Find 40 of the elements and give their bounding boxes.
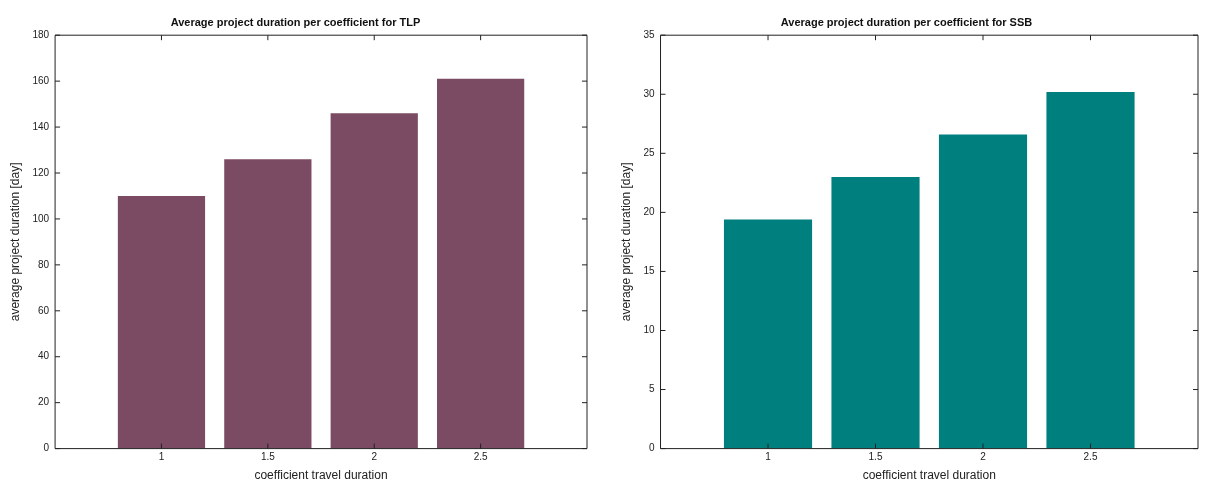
bar — [831, 176, 920, 449]
y-tick-label: 5 — [648, 383, 655, 395]
chart-title: Average project duration per coefficient for SSB — [780, 15, 1033, 28]
bar — [437, 78, 525, 449]
y-tick-label: 160 — [32, 74, 50, 86]
y-tick-label: 0 — [43, 442, 50, 454]
y-tick-label: 60 — [37, 304, 50, 316]
x-tick-label: 2.5 — [473, 451, 488, 463]
y-tick-label: 40 — [37, 350, 50, 362]
x-tick-label: 1 — [765, 451, 772, 463]
x-axis-title: coefficient travel duration — [254, 468, 388, 483]
y-tick-label: 35 — [643, 28, 655, 40]
y-tick-label: 20 — [37, 396, 50, 408]
y-tick-label: 120 — [32, 166, 50, 178]
y-tick-label: 100 — [32, 212, 50, 224]
y-tick-label: 80 — [37, 258, 50, 270]
bar — [117, 195, 206, 449]
y-tick-label: 25 — [643, 147, 655, 159]
bar — [723, 219, 813, 449]
y-axis-title: average project duration [day] — [618, 162, 633, 322]
bar — [938, 134, 1028, 449]
x-tick-label: 1.5 — [260, 451, 276, 463]
x-tick-label: 1.5 — [868, 451, 883, 463]
y-tick-label: 30 — [643, 88, 655, 100]
x-axis-title: coefficient travel duration — [862, 468, 996, 483]
y-tick-label: 15 — [643, 265, 655, 277]
x-tick-label: 1 — [158, 451, 165, 463]
y-axis-title: average project duration [day] — [7, 162, 22, 322]
y-tick-label: 140 — [32, 120, 50, 132]
x-tick-label: 2.5 — [1083, 451, 1098, 463]
y-tick-label: 0 — [648, 442, 655, 454]
bar — [330, 113, 418, 449]
x-tick-label: 2 — [371, 451, 378, 463]
bar — [1046, 91, 1135, 449]
chart-title: Average project duration per coefficient for TLP — [170, 15, 421, 28]
y-tick-label: 10 — [643, 324, 655, 336]
y-tick-label: 180 — [32, 28, 50, 40]
y-tick-label: 20 — [643, 206, 655, 218]
bar — [224, 159, 312, 449]
x-tick-label: 2 — [980, 451, 987, 463]
